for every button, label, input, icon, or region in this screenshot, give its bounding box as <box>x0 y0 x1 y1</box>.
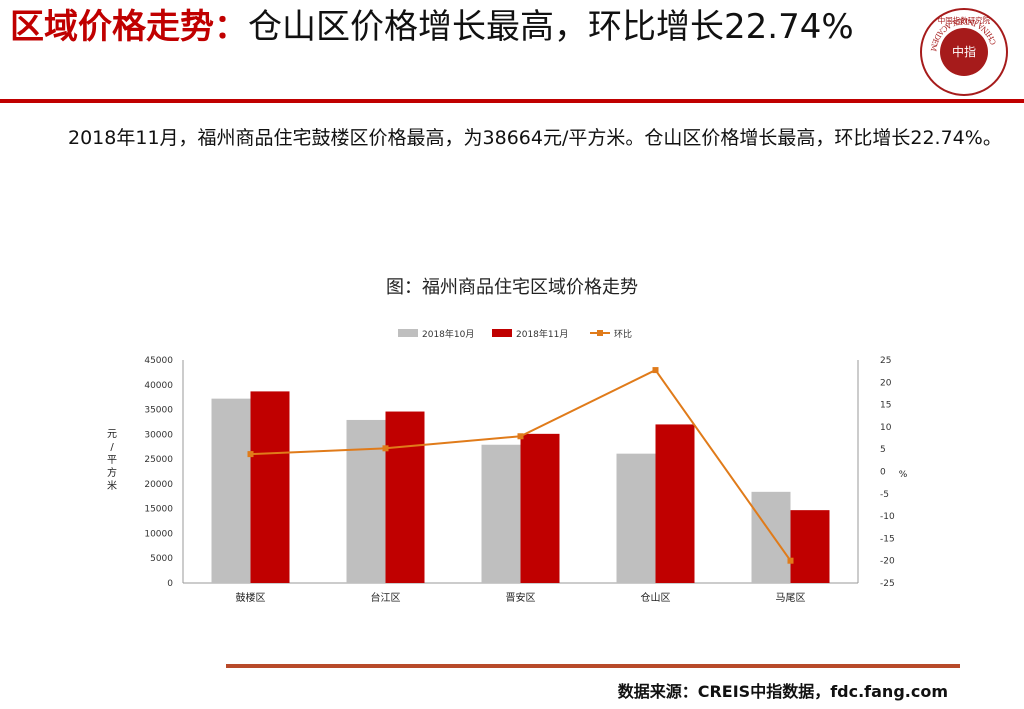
legend-label: 2018年11月 <box>516 328 568 340</box>
title-divider <box>0 99 1024 103</box>
y-tick-label: 20000 <box>144 480 173 490</box>
y-right-tick-label: 15 <box>880 401 891 411</box>
bar-oct <box>751 491 791 583</box>
legend-swatch <box>398 329 418 337</box>
bar-nov <box>790 510 830 583</box>
slide-title: 区域价格走势：仓山区价格增长最高，环比增长22.74% <box>10 4 910 50</box>
slide-title-prefix: 区域价格走势： <box>10 7 248 47</box>
x-tick-label: 晋安区 <box>506 591 536 604</box>
x-tick-label: 马尾区 <box>776 592 806 604</box>
mom-change-point <box>787 557 794 564</box>
bar-oct <box>346 419 386 583</box>
legend-swatch <box>492 329 512 337</box>
y-right-tick-label: -25 <box>880 579 895 589</box>
y-tick-label: 45000 <box>144 356 173 366</box>
bar-oct <box>616 453 656 583</box>
y-axis-label: 元/平方米 <box>107 429 117 492</box>
china-index-academy-logo: CHINA INDEX ACADEMY 中国指数研究院 中指 <box>918 6 1008 96</box>
y-right-tick-label: -15 <box>880 534 895 544</box>
y-right-tick-label: 20 <box>880 378 892 388</box>
y-right-tick-label: 5 <box>880 445 886 455</box>
y-tick-label: 25000 <box>144 455 173 465</box>
logo-center-text: 中指 <box>952 44 976 59</box>
y-tick-label: 35000 <box>144 406 173 416</box>
logo-top-text: 中国指数研究院 <box>938 15 991 25</box>
x-tick-label: 仓山区 <box>641 591 671 604</box>
y-tick-label: 30000 <box>144 430 173 440</box>
y-right-tick-label: 25 <box>880 356 891 366</box>
bar-oct <box>211 398 251 583</box>
legend-swatch-marker <box>597 330 603 336</box>
y-right-tick-label: -10 <box>880 512 895 522</box>
y-tick-label: 5000 <box>150 554 173 564</box>
legend-label: 2018年10月 <box>422 328 474 340</box>
y-right-tick-label: -5 <box>880 490 889 500</box>
footer-divider <box>226 664 960 668</box>
y-tick-label: 15000 <box>144 505 173 515</box>
bar-nov <box>250 391 290 583</box>
y-axis-right-label: % <box>899 470 908 480</box>
slide-title-rest: 仓山区价格增长最高，环比增长22.74% <box>248 7 854 47</box>
legend-label: 环比 <box>614 328 632 340</box>
x-tick-label: 台江区 <box>371 591 401 604</box>
bar-nov <box>520 433 560 583</box>
mom-change-point <box>517 433 524 440</box>
x-tick-label: 鼓楼区 <box>236 591 266 604</box>
summary-paragraph: 2018年11月，福州商品住宅鼓楼区价格最高，为38664元/平方米。仓山区价格… <box>68 127 1002 149</box>
bar-nov <box>655 424 695 583</box>
y-right-tick-label: -20 <box>880 557 895 567</box>
chart-title: 图：福州商品住宅区域价格走势 <box>386 277 638 298</box>
y-tick-label: 0 <box>167 579 173 589</box>
y-right-tick-label: 0 <box>880 468 886 478</box>
data-source: 数据来源：CREIS中指数据，fdc.fang.com <box>617 682 948 701</box>
bar-oct <box>481 444 521 583</box>
mom-change-point <box>382 445 389 452</box>
mom-change-point <box>652 367 659 374</box>
y-tick-label: 40000 <box>144 381 173 391</box>
y-right-tick-label: 10 <box>880 423 892 433</box>
mom-change-point <box>247 451 254 458</box>
y-tick-label: 10000 <box>144 529 173 539</box>
bar-nov <box>385 411 425 583</box>
